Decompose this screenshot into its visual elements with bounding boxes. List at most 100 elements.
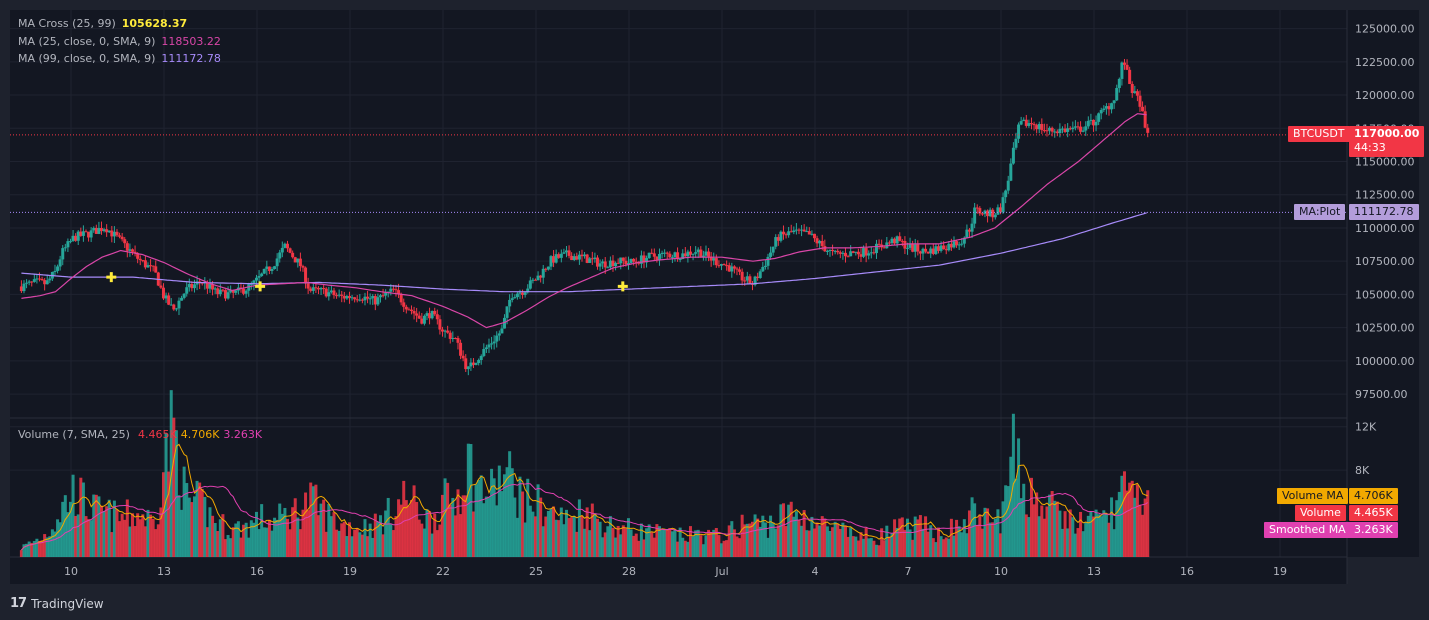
candle-body xyxy=(784,234,788,236)
volume-bar xyxy=(841,522,845,557)
candle-body xyxy=(154,266,158,273)
volume-bar xyxy=(753,514,757,557)
volume-bar xyxy=(926,531,930,557)
volume-bar xyxy=(1037,516,1041,557)
candle-body xyxy=(1037,124,1041,130)
candle-body xyxy=(546,266,550,270)
candle-body xyxy=(1079,126,1083,132)
volume-bar xyxy=(231,527,235,557)
candle-body xyxy=(146,265,150,268)
volume-bar xyxy=(110,532,114,557)
candle-body xyxy=(360,299,364,301)
volume-bar xyxy=(118,521,122,557)
volume-bar xyxy=(293,498,297,557)
candle-body xyxy=(497,333,501,336)
volume-bar xyxy=(983,507,987,557)
legend-ma99[interactable]: MA (99, close, 0, SMA, 9) 111172.78 xyxy=(18,52,221,65)
volume-bar xyxy=(280,513,284,557)
candle-body xyxy=(1014,138,1018,148)
candle-body xyxy=(882,247,886,249)
volume-bar xyxy=(53,531,57,557)
candle-body xyxy=(846,256,850,258)
volume-bar xyxy=(451,497,455,557)
candle-body xyxy=(270,268,274,271)
candle-body xyxy=(120,236,124,240)
volume-bar xyxy=(464,495,468,557)
candle-body xyxy=(366,296,370,299)
volume-bar xyxy=(358,532,362,557)
volume-bar xyxy=(831,527,835,557)
volume-bar xyxy=(363,519,367,557)
legend-ma25[interactable]: MA (25, close, 0, SMA, 9) 118503.22 xyxy=(18,35,221,48)
candle-body xyxy=(1055,131,1059,134)
candle-body xyxy=(304,267,308,284)
legend-volume[interactable]: Volume (7, SMA, 25) 4.465K 4.706K 3.263K xyxy=(18,428,262,441)
candle-body xyxy=(477,360,481,364)
volume-bar xyxy=(456,489,460,557)
candle-body xyxy=(484,347,488,350)
volume-bar xyxy=(311,486,315,557)
volume-bar xyxy=(774,528,778,557)
volume-bar xyxy=(484,496,488,557)
candlesticks xyxy=(19,58,1150,376)
price-scale[interactable] xyxy=(1347,10,1419,557)
volume-bar xyxy=(378,515,382,557)
candle-body xyxy=(138,258,142,261)
volume-bar xyxy=(714,527,718,557)
volume-bar xyxy=(549,508,553,557)
candle-body xyxy=(249,284,253,286)
candle-body xyxy=(810,233,814,235)
volume-bar xyxy=(63,495,67,557)
volume-bar xyxy=(580,515,584,557)
candle-body xyxy=(911,243,915,252)
candle-body xyxy=(967,229,971,232)
candle-body xyxy=(115,231,119,236)
tradingview-brand[interactable]: 𝟭𝟳 TradingView xyxy=(10,596,104,611)
volume-bar xyxy=(1138,504,1142,557)
cross-markers xyxy=(106,272,628,292)
legend-ma-cross[interactable]: MA Cross (25, 99) 105628.37 xyxy=(18,17,187,30)
volume-bar xyxy=(19,550,23,557)
volume-ma-line xyxy=(21,443,1148,551)
candle-body xyxy=(143,260,147,268)
candle-body xyxy=(673,252,677,258)
candle-body xyxy=(471,362,475,365)
candle-body xyxy=(583,254,587,257)
volume-bar xyxy=(650,532,654,557)
candle-body xyxy=(474,363,478,365)
volume-bar xyxy=(381,534,385,557)
candle-body xyxy=(280,247,284,253)
candle-body xyxy=(510,298,514,300)
volume-bar xyxy=(544,516,548,557)
volume-bar xyxy=(249,520,253,557)
candle-body xyxy=(105,229,109,233)
volume-bar xyxy=(74,515,78,557)
candle-body xyxy=(802,229,806,232)
candle-body xyxy=(68,241,72,243)
volume-bar xyxy=(1060,528,1064,557)
volume-bar xyxy=(614,537,618,557)
volume-bar xyxy=(647,524,651,557)
volume-bar xyxy=(500,491,504,557)
candle-body xyxy=(934,246,938,254)
volume-bar xyxy=(446,482,450,557)
candle-body xyxy=(614,262,618,267)
volume-value-tag: 4.465K xyxy=(1349,505,1398,521)
candle-body xyxy=(267,266,271,271)
volume-bar xyxy=(291,507,295,557)
candle-body xyxy=(505,306,509,318)
volume-bar xyxy=(588,530,592,557)
volume-bar xyxy=(285,518,289,557)
candle-body xyxy=(254,277,258,281)
volume-bar xyxy=(905,518,909,557)
volume-bar xyxy=(815,522,819,557)
volume-bar xyxy=(190,502,194,557)
volume-bar xyxy=(319,503,323,557)
candle-body xyxy=(291,252,295,258)
volume-bar xyxy=(366,536,370,557)
volume-bar xyxy=(1099,516,1103,557)
candle-body xyxy=(306,283,310,289)
time-scale[interactable] xyxy=(10,557,1347,584)
volume-bar xyxy=(428,511,432,557)
